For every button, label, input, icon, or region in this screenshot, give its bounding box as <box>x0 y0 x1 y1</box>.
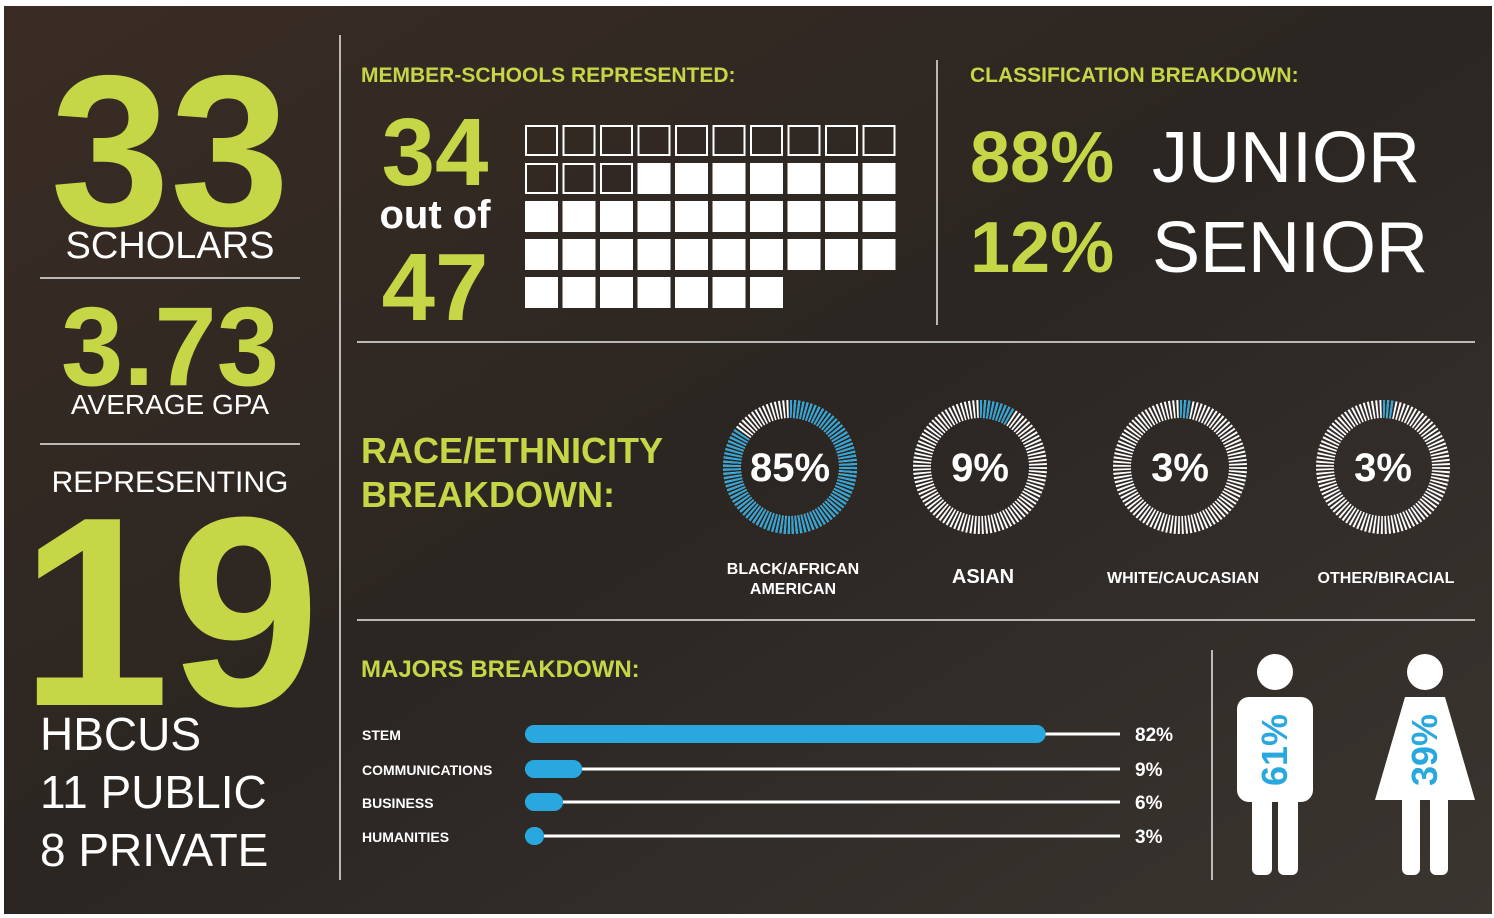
school-filled <box>788 239 821 270</box>
hbcu-private: 8 PRIVATE <box>40 824 268 876</box>
school-filled <box>788 201 821 232</box>
school-filled <box>713 201 746 232</box>
section-title: RACE/ETHNICITY <box>361 430 663 471</box>
school-filled <box>638 163 671 194</box>
school-filled <box>638 201 671 232</box>
gender-value: 39% <box>1404 714 1445 786</box>
school-filled <box>675 239 708 270</box>
major-value: 3% <box>1135 827 1163 848</box>
gpa-label: AVERAGE GPA <box>71 389 269 420</box>
school-filled <box>863 201 896 232</box>
school-filled <box>675 163 708 194</box>
major-label: COMMUNICATIONS <box>362 762 492 778</box>
donut-value: 3% <box>1354 446 1412 490</box>
represented-count: 34 <box>382 99 489 206</box>
section-title: CLASSIFICATION BREAKDOWN: <box>970 64 1299 87</box>
bar <box>525 725 1046 743</box>
school-filled <box>750 201 783 232</box>
school-filled <box>675 201 708 232</box>
connector: out of <box>379 193 491 237</box>
school-filled <box>525 239 558 270</box>
school-filled <box>863 163 896 194</box>
class-label: JUNIOR <box>1152 118 1420 198</box>
major-label: BUSINESS <box>362 795 434 811</box>
donut-label: WHITE/CAUCASIAN <box>1107 570 1259 587</box>
school-filled <box>600 239 633 270</box>
section-title: MAJORS BREAKDOWN: <box>361 656 640 683</box>
donut-value: 3% <box>1151 446 1209 490</box>
infographic: 33 SCHOLARS 3.73 AVERAGE GPA REPRESENTIN… <box>0 0 1494 918</box>
bar <box>525 760 582 778</box>
school-filled <box>675 277 708 308</box>
major-value: 6% <box>1135 793 1163 814</box>
section-title: MEMBER-SCHOOLS REPRESENTED: <box>361 64 736 87</box>
donut-label: AMERICAN <box>750 581 836 598</box>
school-filled <box>563 239 596 270</box>
donut-label: OTHER/BIRACIAL <box>1318 570 1455 587</box>
class-label: SENIOR <box>1152 208 1428 288</box>
school-filled <box>750 163 783 194</box>
school-filled <box>563 277 596 308</box>
school-filled <box>825 201 858 232</box>
school-filled <box>863 239 896 270</box>
total-count: 47 <box>382 234 489 341</box>
major-label: STEM <box>362 727 401 743</box>
donut-label: BLACK/AFRICAN <box>727 561 859 578</box>
school-filled <box>638 239 671 270</box>
school-filled <box>788 163 821 194</box>
hbcu-label: HBCUS <box>40 708 201 760</box>
gender-value: 61% <box>1254 714 1295 786</box>
school-filled <box>713 163 746 194</box>
school-filled <box>825 239 858 270</box>
bar <box>525 793 563 811</box>
major-value: 82% <box>1135 725 1173 746</box>
major-value: 9% <box>1135 760 1163 781</box>
page: 33 SCHOLARS 3.73 AVERAGE GPA REPRESENTIN… <box>0 0 1494 918</box>
school-filled <box>713 277 746 308</box>
school-filled <box>525 201 558 232</box>
section-title: BREAKDOWN: <box>361 474 615 515</box>
school-filled <box>525 277 558 308</box>
school-filled <box>563 201 596 232</box>
school-filled <box>750 277 783 308</box>
school-filled <box>825 163 858 194</box>
donut-value: 9% <box>951 446 1009 490</box>
donut-value: 85% <box>750 446 830 490</box>
donut-label: ASIAN <box>952 566 1014 588</box>
hbcu-public: 11 PUBLIC <box>40 766 267 818</box>
school-filled <box>713 239 746 270</box>
major-label: HUMANITIES <box>362 829 449 845</box>
class-value: 88% <box>970 118 1114 198</box>
scholar-label: SCHOLARS <box>65 225 274 267</box>
school-filled <box>638 277 671 308</box>
school-filled <box>750 239 783 270</box>
class-value: 12% <box>970 208 1114 288</box>
school-filled <box>600 201 633 232</box>
bar <box>525 827 544 845</box>
school-filled <box>600 277 633 308</box>
